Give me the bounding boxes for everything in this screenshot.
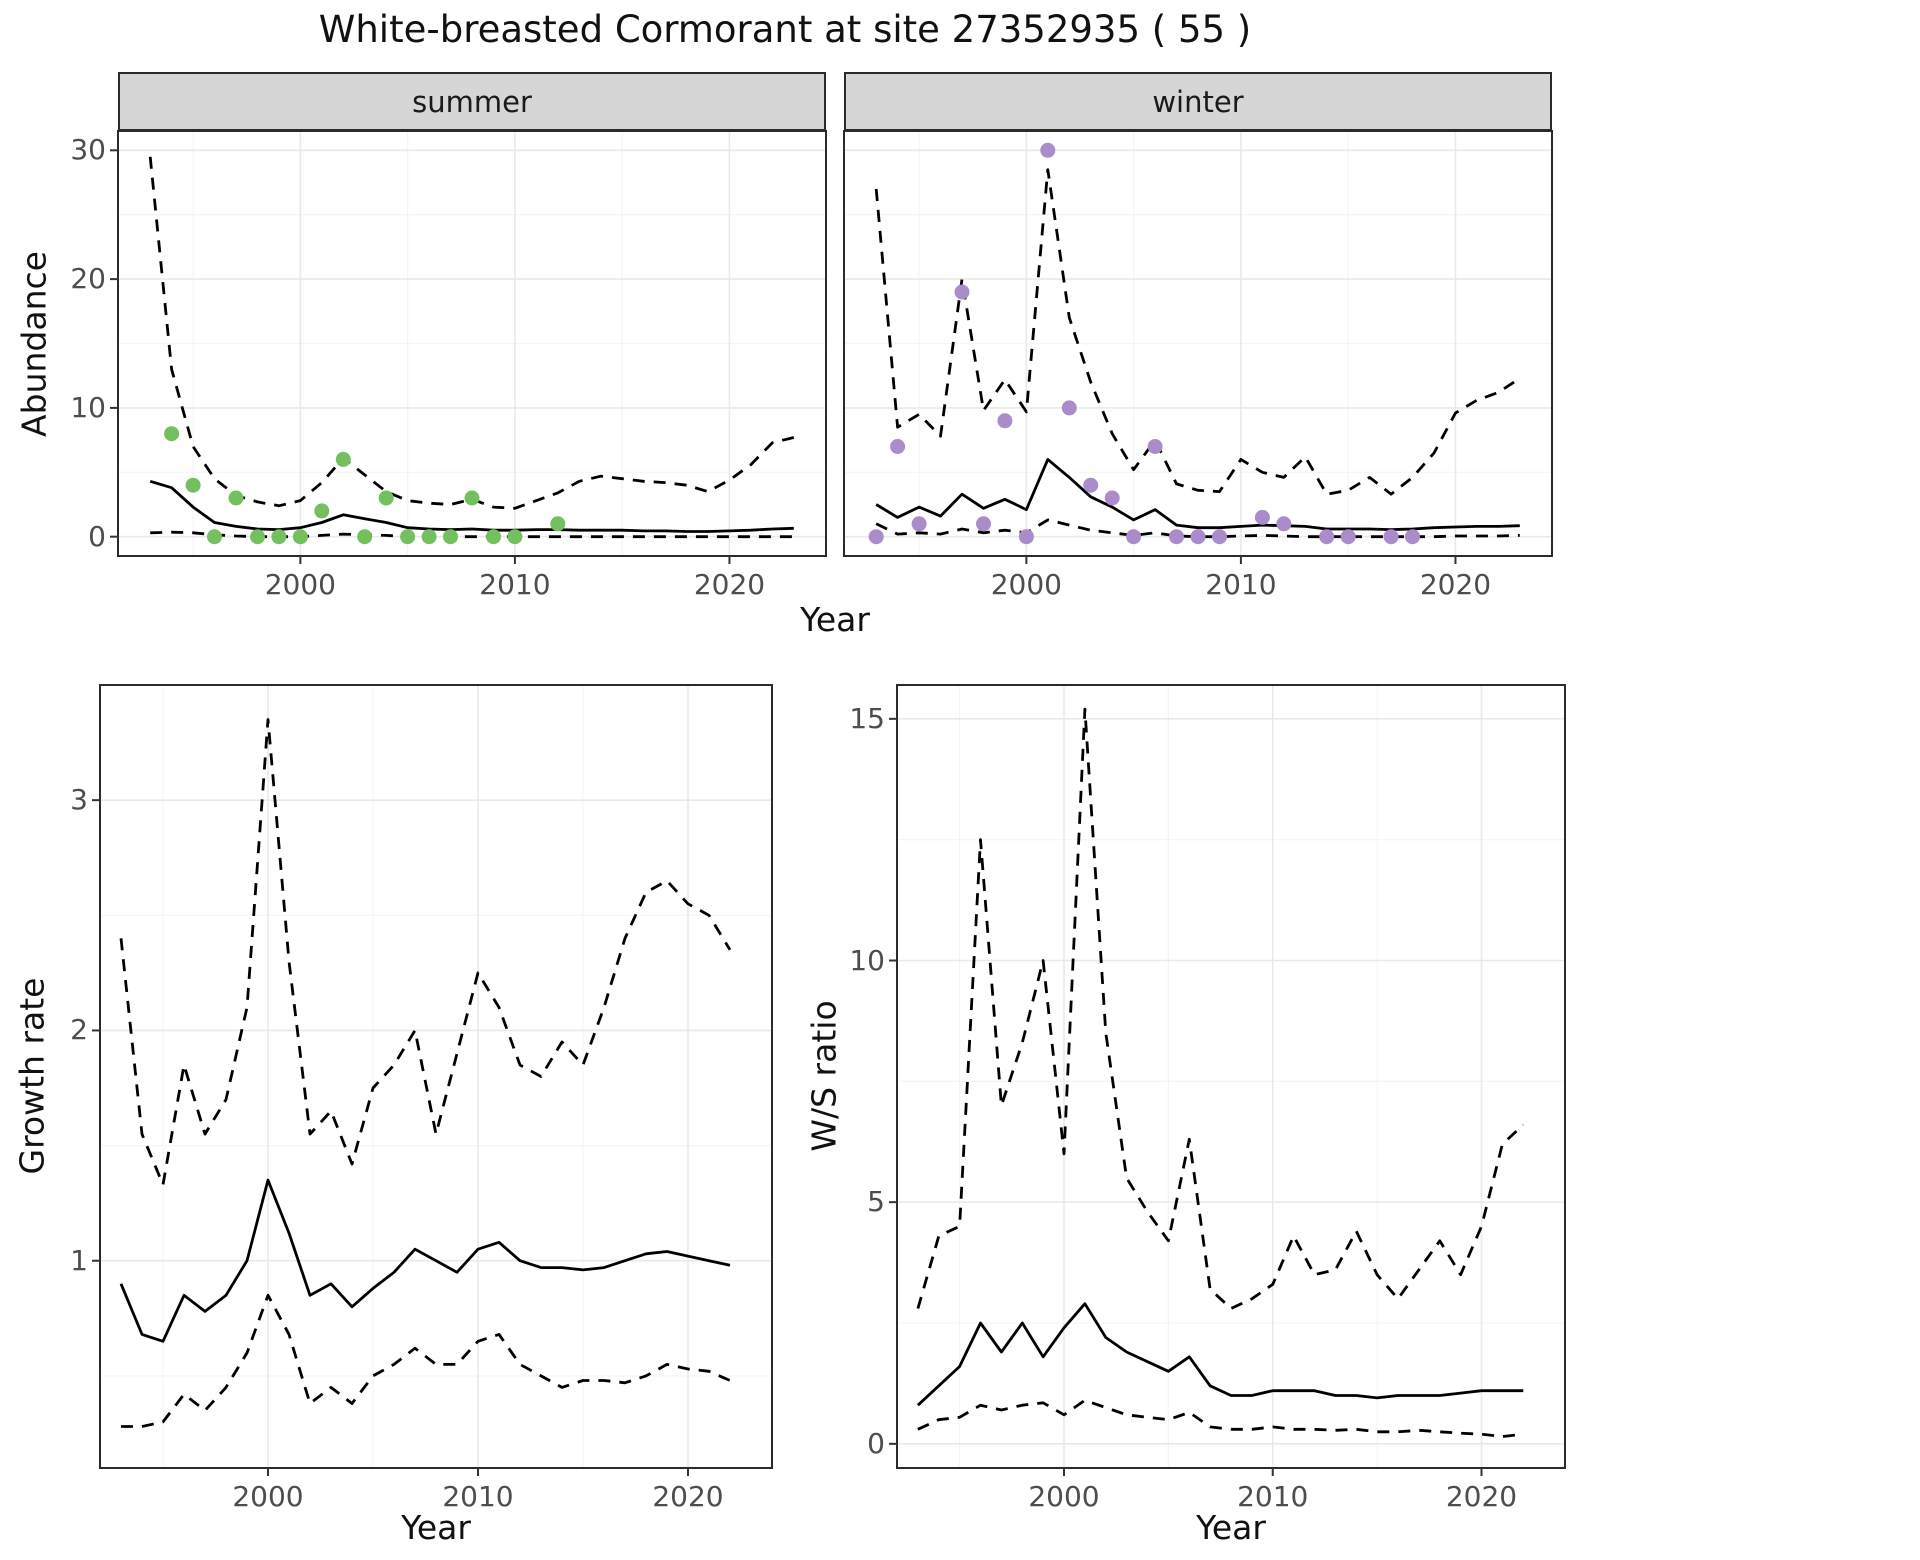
observation-point [228,490,244,506]
observation-point [400,529,416,545]
panel-abundance-summer [110,130,827,564]
observation-point [507,529,523,545]
observation-point [1405,529,1420,545]
observation-point [1340,529,1356,545]
observation-point [954,284,970,300]
plot-title: White-breasted Cormorant at site 2735293… [318,8,1252,51]
observation-point [1319,529,1335,545]
facet-label-summer: summer [412,84,532,119]
observation-point [550,516,566,532]
observation-point [314,503,330,519]
panel-border [896,684,1566,1469]
observation-point [357,529,373,545]
series-upper-ci [874,168,1521,496]
observation-point [1212,529,1227,545]
observation-point [911,516,927,532]
panel-ws-ratio [889,684,1566,1476]
y-axis-title-ws-ratio: W/S ratio [804,1000,844,1152]
series-lower-ci [121,1293,731,1428]
observation-point [271,529,287,545]
panel-abundance-winter [843,130,1553,564]
series-upper-ci [916,707,1525,1310]
observation-point [1383,529,1399,545]
observation-point [164,426,180,442]
observation-point [1061,400,1077,416]
facet-label-winter: winter [1152,84,1244,119]
observation-point [1190,529,1206,545]
series-median [119,1178,731,1343]
series-median [916,1302,1524,1407]
observation-point [1254,509,1270,525]
observation-point [335,451,351,467]
series-lower-ci [917,1398,1524,1438]
x-axis-title-year-top: Year [800,600,870,639]
observation-point [421,529,437,545]
observation-point [1276,516,1292,532]
observation-point [976,516,991,532]
x-axis-title-year-bottom-right: Year [1196,1508,1266,1547]
series-upper-ci [148,156,795,510]
series-upper-ci [119,718,732,1187]
observation-point [997,413,1013,429]
panel-border [117,130,827,557]
series-lower-ci [875,518,1520,539]
observation-point [1104,490,1120,506]
observation-point [250,529,265,545]
y-axis-title-abundance: Abundance [14,251,54,437]
panel-border [843,130,1553,557]
observation-point [868,529,884,545]
y-axis-title-growth-rate: Growth rate [12,977,52,1175]
observation-point [1018,529,1034,545]
observation-point [185,477,201,493]
series-median [875,458,1520,531]
observation-point [464,490,480,506]
panel-growth-rate [92,684,773,1476]
observation-point [443,529,458,545]
series-median [149,479,794,533]
facet-strip-winter: winter [844,72,1552,131]
panel-border [99,684,773,1469]
observation-point [890,439,906,454]
observation-point [486,529,501,545]
x-axis-title-year-bottom-left: Year [401,1508,471,1547]
observation-point [1169,529,1184,545]
facet-strip-summer: summer [118,72,826,131]
observation-point [207,529,222,545]
observation-point [292,529,308,545]
observation-point [378,490,394,506]
observation-point [1147,439,1163,454]
observation-point [1083,477,1099,493]
observation-point [1126,529,1142,545]
observation-point [1040,142,1056,158]
